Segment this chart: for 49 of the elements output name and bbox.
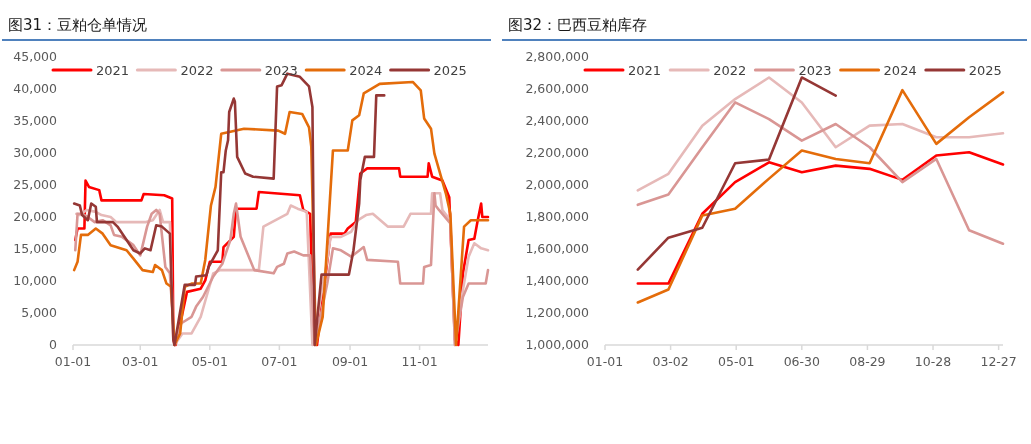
legend-label: 2024 [349, 62, 383, 78]
line-series [636, 101, 1005, 246]
y-tick-label: 15,000 [13, 241, 58, 257]
y-tick-label: 35,000 [13, 113, 58, 129]
y-tick-label: 30,000 [13, 145, 58, 161]
x-tick-label: 11-01 [401, 354, 438, 369]
y-tick-label: 1,600,000 [525, 241, 590, 257]
legend-label: 2023 [264, 62, 298, 78]
y-tick-label: 2,400,000 [525, 113, 590, 129]
y-tick-label: 2,800,000 [525, 49, 590, 65]
y-tick-label: 1,400,000 [525, 273, 590, 289]
line-series [636, 88, 1005, 304]
x-tick-label: 05-01 [191, 354, 228, 369]
legend-label: 2022 [180, 62, 214, 78]
legend-label: 2025 [968, 62, 1002, 78]
y-tick-label: 1,000,000 [525, 337, 590, 353]
x-tick-label: 12-27 [980, 354, 1017, 369]
y-tick-label: 2,000,000 [525, 177, 590, 193]
line-series [636, 76, 1005, 192]
legend-label: 2021 [96, 62, 130, 78]
line-series [636, 76, 838, 271]
legend-label: 2025 [433, 62, 467, 78]
y-tick-label: 40,000 [13, 81, 58, 97]
y-tick-label: 25,000 [13, 177, 58, 193]
legend-label: 2024 [883, 62, 917, 78]
x-tick-label: 03-02 [652, 354, 689, 369]
y-tick-label: 5,000 [21, 305, 58, 321]
x-tick-label: 05-01 [718, 354, 755, 369]
legend-label: 2023 [798, 62, 832, 78]
chart-title: 图32：巴西豆粕库存 [508, 16, 648, 34]
y-tick-label: 0 [49, 337, 58, 353]
chart-title: 图31：豆粕仓单情况 [8, 16, 148, 34]
x-tick-label: 08-29 [849, 354, 886, 369]
x-tick-label: 07-01 [261, 354, 298, 369]
y-tick-label: 20,000 [13, 209, 58, 225]
x-tick-label: 10-28 [914, 354, 952, 369]
x-tick-label: 01-01 [54, 354, 92, 369]
y-tick-label: 10,000 [13, 273, 58, 289]
y-tick-label: 2,600,000 [525, 81, 590, 97]
y-tick-label: 45,000 [13, 49, 58, 65]
y-tick-label: 1,200,000 [525, 305, 590, 321]
x-tick-label: 09-01 [331, 354, 369, 369]
x-tick-label: 03-01 [122, 354, 159, 369]
x-tick-label: 06-30 [783, 354, 821, 369]
x-tick-label: 01-01 [586, 354, 624, 369]
y-tick-label: 2,200,000 [525, 145, 590, 161]
legend-label: 2022 [713, 62, 747, 78]
y-tick-label: 1,800,000 [525, 209, 590, 225]
legend-label: 2021 [628, 62, 662, 78]
